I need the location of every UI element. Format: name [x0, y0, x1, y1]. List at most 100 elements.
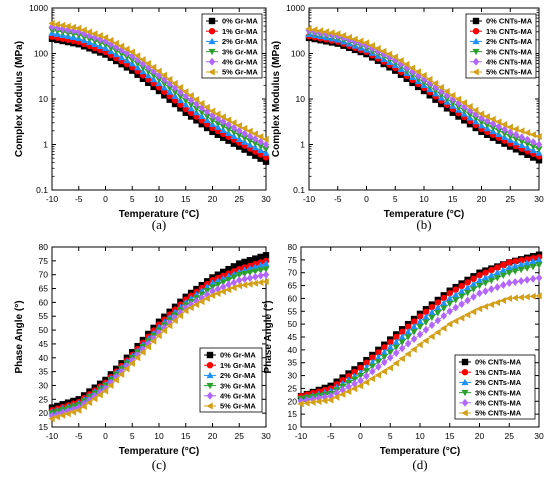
data-point: [523, 129, 531, 137]
x-tick-label: -10: [46, 194, 59, 204]
data-point: [334, 31, 341, 40]
data-point: [112, 48, 120, 55]
y-tick-label: 45: [39, 339, 49, 349]
x-tick-label: 5: [130, 431, 135, 441]
data-point: [182, 88, 189, 96]
data-point: [518, 127, 525, 135]
data-point: [428, 332, 435, 341]
data-point: [387, 338, 394, 346]
data-point: [257, 143, 265, 150]
x-tick-label: -5: [75, 431, 83, 441]
x-tick-label: 25: [235, 194, 245, 204]
data-point: [333, 393, 340, 401]
data-point: [416, 330, 424, 339]
legend-marker: [206, 371, 214, 379]
legend-entry: 4% CNTs-MA: [486, 58, 533, 67]
data-point: [257, 267, 265, 274]
data-point: [392, 344, 400, 351]
data-point: [440, 299, 448, 306]
data-point: [408, 64, 416, 72]
data-point: [256, 278, 264, 286]
x-tick-label: 0: [103, 431, 108, 441]
data-point: [192, 301, 200, 309]
data-point: [397, 57, 404, 65]
data-point: [235, 271, 243, 279]
data-point: [500, 281, 507, 290]
data-point: [246, 274, 254, 283]
data-point: [241, 258, 248, 266]
data-point: [48, 19, 55, 27]
data-point: [523, 265, 531, 272]
legend-marker: [208, 68, 215, 76]
x-tick-label: 15: [181, 194, 191, 204]
data-point: [241, 275, 248, 284]
x-axis-title: Temperature (°C): [380, 446, 461, 457]
x-tick-label: 20: [477, 194, 487, 204]
data-point: [374, 44, 381, 52]
data-point: [403, 60, 410, 68]
data-point: [434, 316, 442, 325]
y-tick-label: 50: [288, 319, 298, 329]
data-point: [171, 317, 178, 325]
data-point: [338, 390, 346, 398]
legend-entry: 5% Gr-MA: [220, 402, 256, 411]
data-point: [262, 146, 270, 153]
data-point: [203, 113, 211, 121]
legend-entry: 4% Gr-MA: [220, 392, 256, 401]
data-point: [428, 303, 436, 311]
data-point: [476, 289, 483, 298]
data-point: [262, 259, 270, 267]
data-point: [246, 137, 254, 145]
data-point: [214, 110, 221, 118]
data-point: [155, 328, 163, 337]
data-point: [155, 332, 162, 340]
x-axis-title: Temperature (°C): [119, 209, 200, 220]
y-tick-label: 50: [39, 325, 49, 335]
data-point: [145, 79, 152, 87]
y-tick-label: 35: [288, 358, 298, 368]
y-tick-label: 75: [288, 255, 298, 265]
data-point: [518, 133, 525, 142]
data-point: [252, 152, 259, 159]
data-point: [458, 300, 465, 309]
data-point: [251, 140, 259, 148]
data-point: [475, 305, 483, 313]
x-tick-label: 5: [393, 194, 398, 204]
legend: 0% Gr-MA1% Gr-MA2% Gr-MA3% Gr-MA 4% Gr-MA…: [201, 13, 263, 79]
data-point: [410, 345, 417, 353]
data-point: [500, 121, 508, 129]
data-point: [193, 117, 200, 124]
legend-box: [454, 354, 536, 420]
data-point: [139, 64, 147, 72]
legend-entry: 0% Gr-MA: [220, 351, 256, 360]
data-point: [225, 137, 232, 144]
data-point: [209, 111, 216, 120]
data-point: [385, 50, 393, 58]
data-point: [524, 151, 531, 159]
data-point: [262, 135, 269, 143]
data-point: [523, 259, 531, 266]
data-point: [155, 71, 163, 80]
data-point: [446, 294, 454, 302]
data-point: [374, 353, 382, 361]
data-point: [64, 22, 71, 30]
data-point: [85, 28, 93, 36]
data-point: [368, 42, 375, 50]
data-point: [369, 354, 376, 361]
data-point: [53, 20, 61, 28]
data-point: [144, 343, 152, 351]
x-tick-label: 10: [154, 431, 164, 441]
data-point: [251, 279, 259, 287]
data-point: [262, 140, 270, 149]
data-point: [416, 313, 424, 320]
data-point: [257, 155, 264, 162]
data-point: [517, 276, 525, 285]
data-point: [69, 408, 77, 416]
legend-entry: 5% Gr-MA: [222, 68, 258, 77]
panel-caption: (a): [152, 217, 166, 232]
data-point: [499, 296, 507, 305]
y-tick-label: 30: [288, 371, 298, 381]
data-point: [535, 132, 542, 141]
chart-panel-d: -10 -5 0 5 10 15 20 25 30 10 15 20 25 30 35 40 45 50 55 60 6…: [263, 242, 544, 472]
data-point: [117, 370, 125, 378]
